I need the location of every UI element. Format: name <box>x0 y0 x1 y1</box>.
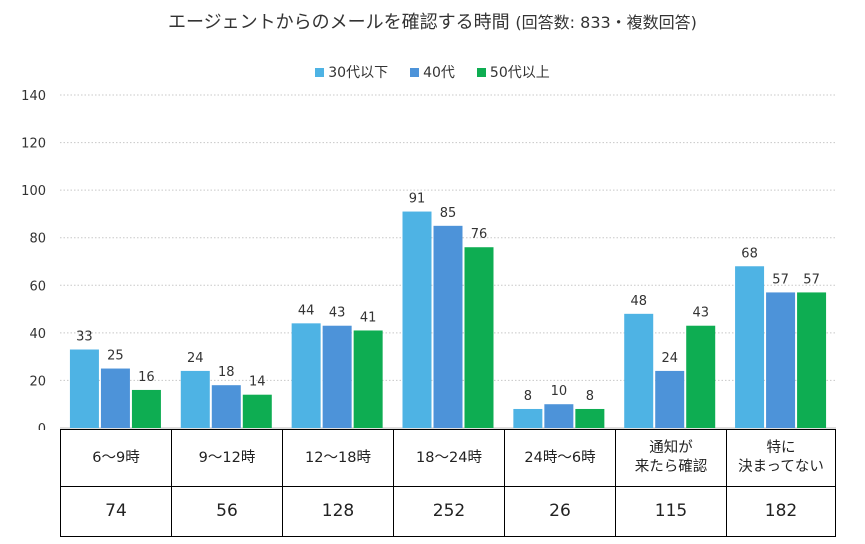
y-axis: 0 20 40 60 80 100 120 140 <box>21 89 46 430</box>
legend-swatch-0 <box>315 67 325 77</box>
chart-subtitle: (回答数: 833・複数回答) <box>515 13 697 32</box>
data-label: 24 <box>187 351 204 366</box>
legend-label-1: 40代 <box>423 65 455 81</box>
category-row: 6～9時 9～12時 12～18時 18～24時 24時～6時 通知が 来たら確… <box>61 430 835 487</box>
bar <box>322 325 352 428</box>
y-tick-label: 20 <box>29 374 46 389</box>
bar <box>69 349 99 428</box>
bar <box>624 313 654 428</box>
legend-item-0: 30代以下 <box>315 62 388 82</box>
y-tick-label: 120 <box>21 137 46 152</box>
total-cell: 252 <box>394 487 505 536</box>
bar <box>544 404 574 428</box>
total-cell: 182 <box>764 501 798 521</box>
chart-title-main: エージェントからのメールを確認する時間 <box>168 12 510 33</box>
data-label: 76 <box>471 227 488 242</box>
bar <box>686 325 716 428</box>
data-label: 57 <box>772 272 789 287</box>
category-cell: 9～12時 <box>172 430 283 486</box>
bar <box>513 408 543 428</box>
data-label: 43 <box>692 306 709 321</box>
data-table: 6～9時 9～12時 12～18時 18～24時 24時～6時 通知が 来たら確… <box>60 429 836 537</box>
data-label: 57 <box>803 272 820 287</box>
legend-swatch-1 <box>410 67 420 77</box>
legend: 30代以下 40代 50代以上 <box>0 62 865 82</box>
data-label: 48 <box>630 294 647 309</box>
category-cell: 通知が 来たら確認 <box>616 430 727 486</box>
totals-row: 74 56 128 252 26 115 182 <box>61 487 835 536</box>
bar <box>433 225 463 428</box>
bars <box>69 211 827 428</box>
legend-item-2: 50代以上 <box>476 62 550 82</box>
data-label: 14 <box>249 375 266 390</box>
data-label: 16 <box>138 370 155 385</box>
data-label: 10 <box>551 384 568 399</box>
data-label: 41 <box>360 310 377 325</box>
category-cell: 12～18時 <box>283 430 394 486</box>
category-cell: 6～9時 <box>61 430 172 486</box>
legend-label-0: 30代以下 <box>328 65 389 81</box>
y-tick-label: 0 <box>38 422 46 430</box>
bar <box>402 211 432 428</box>
bar <box>464 247 494 428</box>
data-label: 33 <box>76 330 93 345</box>
data-label: 91 <box>409 192 426 207</box>
bar <box>797 292 827 428</box>
category-cell: 24時～6時 <box>505 430 616 486</box>
total-cell: 115 <box>616 487 727 536</box>
data-label: 18 <box>218 365 235 380</box>
y-tick-label: 100 <box>21 184 46 199</box>
data-label: 25 <box>107 349 124 364</box>
data-label: 8 <box>524 389 532 404</box>
legend-item-1: 40代 <box>410 62 455 82</box>
category-cell: 特に 決まってない <box>738 440 824 475</box>
bar <box>100 368 130 428</box>
category-cell: 18～24時 <box>394 430 505 486</box>
bar-chart: 0 20 40 60 80 100 120 140 33 25 16 24 18 14 44 43 41 91 8… <box>21 89 836 430</box>
y-tick-label: 140 <box>21 89 46 104</box>
y-tick-label: 40 <box>29 327 46 342</box>
bar <box>353 330 383 428</box>
bar <box>655 370 685 428</box>
data-label: 44 <box>298 303 315 318</box>
total-cell: 74 <box>61 487 172 536</box>
total-cell: 26 <box>505 487 616 536</box>
bar <box>211 385 241 428</box>
data-label: 43 <box>329 306 346 321</box>
bar <box>131 389 161 428</box>
bar <box>291 323 321 428</box>
bar <box>180 370 210 428</box>
bar <box>575 408 605 428</box>
bar <box>242 394 272 428</box>
chart-title: エージェントからのメールを確認する時間 (回答数: 833・複数回答) <box>0 8 865 34</box>
data-label: 24 <box>661 351 678 366</box>
total-cell: 56 <box>172 487 283 536</box>
data-labels: 33 25 16 24 18 14 44 43 41 91 85 76 8 10 8 48 24 43 68 57 57 <box>76 192 820 404</box>
bar <box>735 266 765 428</box>
bar <box>766 292 796 428</box>
total-cell: 128 <box>283 487 394 536</box>
legend-label-2: 50代以上 <box>489 65 550 81</box>
y-tick-label: 60 <box>29 279 46 294</box>
data-label: 85 <box>440 206 457 221</box>
data-label: 8 <box>586 389 594 404</box>
y-tick-label: 80 <box>29 232 46 247</box>
legend-swatch-2 <box>476 67 486 77</box>
data-label: 68 <box>741 246 758 261</box>
